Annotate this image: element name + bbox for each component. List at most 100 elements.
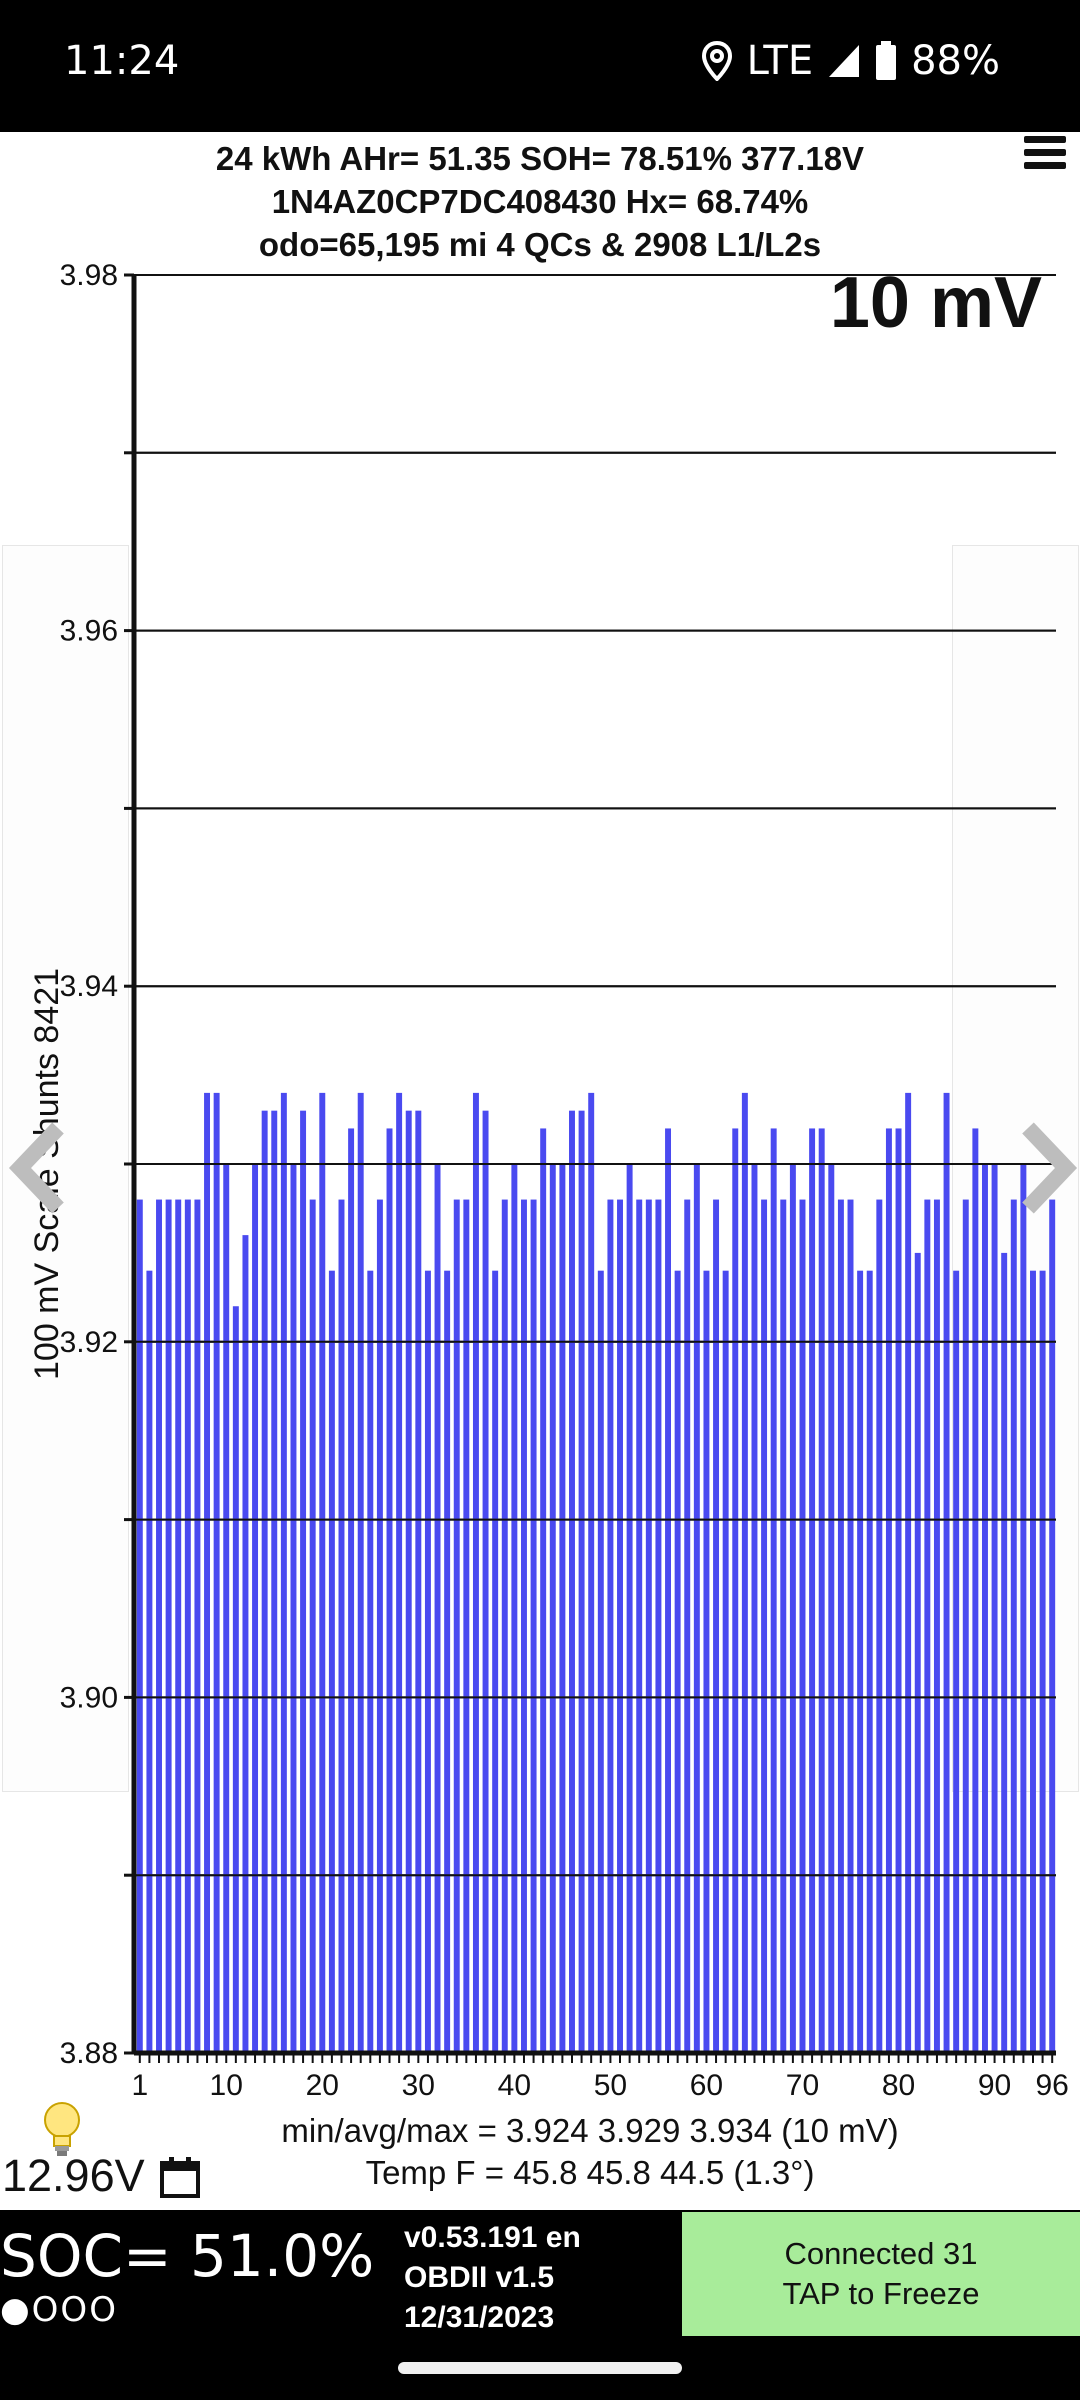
- status-right: LTE 88%: [701, 38, 1000, 84]
- bar-cell-40: [511, 1164, 518, 2053]
- bar-cell-33: [444, 1270, 451, 2053]
- bar-cell-7: [194, 1199, 201, 2053]
- aux-battery-voltage: 12.96V: [2, 2150, 145, 2201]
- connection-dots: ●OOO: [0, 2290, 118, 2330]
- bar-cell-22: [338, 1199, 345, 2053]
- bar-cell-53: [636, 1199, 643, 2053]
- bar-cell-29: [405, 1110, 412, 2053]
- bar-cell-64: [741, 1092, 748, 2053]
- bar-cell-65: [751, 1164, 758, 2053]
- bar-cell-4: [165, 1199, 172, 2053]
- bar-cell-82: [914, 1252, 921, 2053]
- bar-cell-16: [280, 1092, 287, 2053]
- bar-cell-50: [607, 1199, 614, 2053]
- bar-cell-20: [319, 1092, 326, 2053]
- bar-cell-15: [271, 1110, 278, 2053]
- previous-page-arrow-icon[interactable]: [8, 1120, 68, 1216]
- bar-cell-68: [780, 1199, 787, 2053]
- x-tick-label: 70: [786, 2069, 819, 2102]
- battery-icon: [875, 41, 897, 81]
- y-tick-label: 3.90: [60, 1681, 118, 1714]
- calendar-icon[interactable]: [160, 2156, 200, 2198]
- x-tick-label: 10: [210, 2069, 243, 2102]
- bar-cell-77: [866, 1270, 873, 2053]
- state-of-charge: SOC= 51.0%: [0, 2222, 375, 2290]
- status-time: 11:24: [64, 38, 180, 84]
- bar-cell-79: [885, 1128, 892, 2053]
- bar-cell-96: [1049, 1199, 1056, 2053]
- bar-cell-6: [184, 1199, 191, 2053]
- bar-cell-8: [204, 1092, 211, 2053]
- bar-cell-41: [520, 1199, 527, 2053]
- bar-cell-62: [722, 1270, 729, 2053]
- x-tick-label: 60: [690, 2069, 723, 2102]
- bar-cell-95: [1039, 1270, 1046, 2053]
- y-tick-label: 3.98: [60, 260, 118, 292]
- x-tick-label: 50: [594, 2069, 627, 2102]
- bar-cell-25: [367, 1270, 374, 2053]
- bar-cell-92: [1010, 1199, 1017, 2053]
- x-tick-label: 20: [306, 2069, 339, 2102]
- x-tick-label: 90: [978, 2069, 1011, 2102]
- bar-cell-86: [953, 1270, 960, 2053]
- bar-cell-38: [492, 1270, 499, 2053]
- bar-cell-93: [1020, 1164, 1027, 2053]
- scale-label[interactable]: 10 mV: [829, 263, 1042, 343]
- bar-cell-44: [549, 1164, 556, 2053]
- bar-cell-51: [617, 1199, 623, 2053]
- bar-cell-10: [223, 1164, 230, 2053]
- lightbulb-icon[interactable]: [40, 2100, 84, 2158]
- bar-cell-17: [290, 1164, 297, 2053]
- x-tick-label: 1: [131, 2069, 148, 2102]
- bar-cell-30: [415, 1110, 422, 2053]
- bar-cell-46: [569, 1110, 575, 2053]
- bar-cell-58: [684, 1199, 691, 2053]
- bar-cell-55: [655, 1199, 662, 2053]
- bar-cell-9: [213, 1092, 220, 2053]
- bar-cell-37: [482, 1110, 489, 2053]
- bar-cell-94: [1030, 1270, 1036, 2053]
- bar-cell-39: [501, 1199, 508, 2053]
- bar-cell-2: [146, 1270, 153, 2053]
- y-tick-label: 3.88: [60, 2037, 118, 2070]
- header-line-odometer: odo=65,195 mi 4 QCs & 2908 L1/L2s: [258, 226, 822, 263]
- bar-cell-90: [991, 1164, 998, 2053]
- bar-cell-72: [818, 1128, 825, 2053]
- bar-cell-35: [463, 1199, 470, 2053]
- bar-cell-49: [597, 1270, 604, 2053]
- hamburger-menu-icon[interactable]: [1024, 136, 1066, 176]
- bar-cell-24: [357, 1092, 364, 2053]
- connection-freeze-button[interactable]: Connected 31 TAP to Freeze: [682, 2212, 1080, 2336]
- x-tick-label: 40: [498, 2069, 531, 2102]
- cell-voltage-bar-chart[interactable]: 3.88 3.90 3.92 3.94 3.96 3.98 1 10 20 30 40 50 60 70 8…: [0, 260, 1080, 2110]
- next-page-arrow-icon[interactable]: [1018, 1120, 1078, 1216]
- header-line-vin: 1N4AZ0CP7DC408430 Hx= 68.74%: [271, 183, 809, 220]
- bar-cell-71: [809, 1128, 816, 2053]
- bar-cell-63: [732, 1128, 739, 2053]
- bar-cell-13: [252, 1164, 259, 2053]
- obd-version: OBDII v1.5: [404, 2261, 555, 2294]
- bar-cell-70: [799, 1199, 806, 2053]
- bar-cell-88: [972, 1128, 979, 2053]
- bar-cell-5: [175, 1199, 182, 2053]
- bar-cell-11: [232, 1306, 239, 2053]
- bar-cell-47: [578, 1110, 585, 2053]
- network-type: LTE: [746, 38, 814, 84]
- header-line-capacity: 24 kWh AHr= 51.35 SOH= 78.51% 377.18V: [215, 140, 865, 177]
- home-gesture-handle[interactable]: [398, 2362, 682, 2374]
- signal-icon: [827, 43, 861, 79]
- bar-cell-21: [328, 1270, 335, 2053]
- bar-cell-31: [424, 1270, 431, 2053]
- bar-cell-12: [242, 1235, 249, 2053]
- bar-cell-14: [261, 1110, 268, 2053]
- build-date: 12/31/2023: [404, 2301, 555, 2334]
- bar-cell-91: [1001, 1252, 1008, 2053]
- bar-cell-81: [905, 1092, 912, 2053]
- bar-cell-45: [559, 1164, 566, 2053]
- location-icon: [701, 41, 733, 81]
- bar-cell-59: [693, 1164, 700, 2053]
- freeze-hint: TAP to Freeze: [782, 2276, 980, 2311]
- bar-cell-80: [895, 1128, 902, 2053]
- bar-cell-54: [645, 1199, 652, 2053]
- bar-cell-42: [530, 1199, 537, 2053]
